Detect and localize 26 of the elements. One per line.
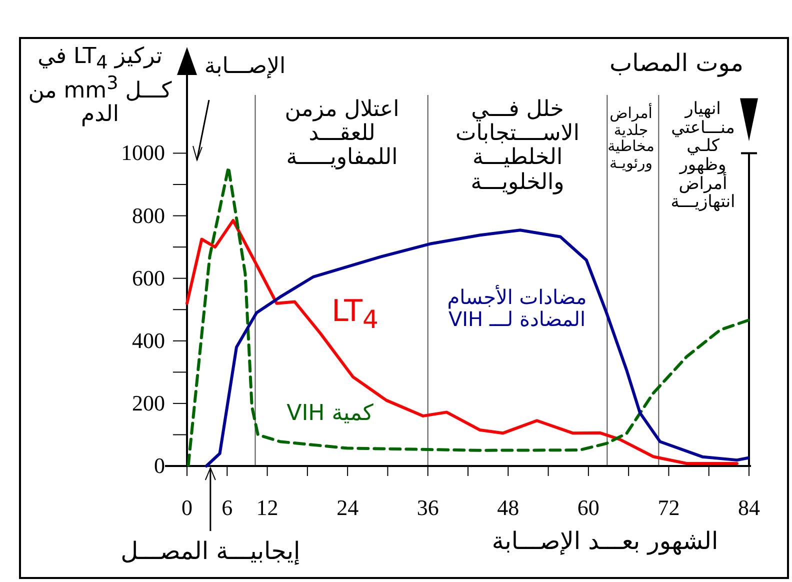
series-label: LT$_{4}$ — [330, 294, 380, 334]
y-tick-label: 600 — [132, 265, 165, 290]
x-tick-label: 12 — [256, 495, 278, 520]
x-tick-label: 72 — [658, 495, 680, 520]
annotation: انهيار منـــاعتي كلـي وظهور أمراض انتهازيـــة — [670, 99, 736, 212]
x-tick-label: 84 — [738, 495, 760, 520]
x-tick-label: 48 — [497, 495, 520, 520]
y-tick-label: 800 — [132, 202, 165, 228]
y-tick-label: 400 — [132, 328, 165, 353]
x-tick-label: 36 — [416, 495, 439, 520]
x-tick-label: 24 — [336, 495, 359, 520]
x-tick-label: 0 — [182, 495, 192, 520]
series-label: مضادات الأجسام المضادة لـــ VIH — [446, 285, 588, 331]
ref-line-label: موت المصاب — [608, 49, 745, 77]
annotation: إيجابيـــة المصـــل — [120, 537, 302, 565]
y-tick-label: 0 — [154, 453, 165, 478]
annotation: خلل فـــي الاســــتجابات الخلطيـــة والخلويـــة — [454, 97, 580, 195]
annotation: اعتلال مزمن للعقـــد اللمفاويـــــة — [284, 97, 400, 171]
y-tick-label: 200 — [132, 390, 165, 416]
annotation: الإصـــابة — [203, 54, 287, 80]
y-tick-label: 1000 — [121, 140, 165, 166]
series-label: كمية VIH — [286, 401, 374, 426]
x-tick-label: 6 — [222, 495, 233, 520]
x-axis-title: الشهور بعـــد الإصـــابة — [490, 527, 720, 555]
annotation: أمراض جلدية مخاطية ورئويـة — [606, 104, 656, 172]
x-tick-label: 60 — [577, 495, 600, 520]
